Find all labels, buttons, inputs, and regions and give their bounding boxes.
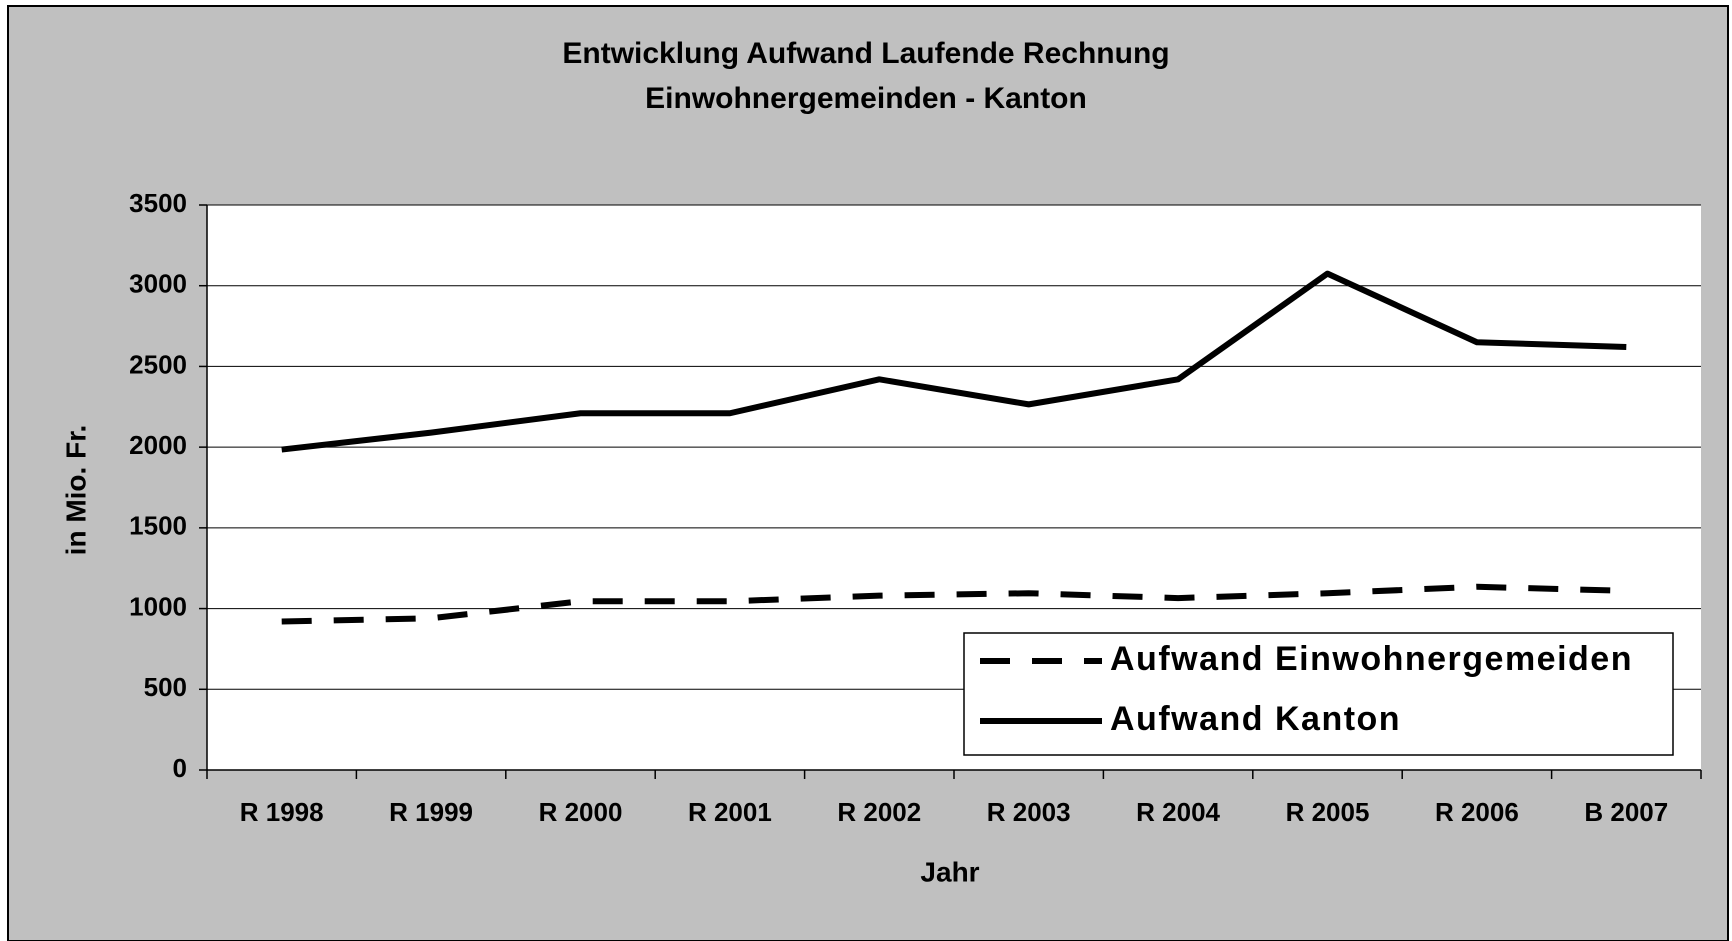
series-line bbox=[281, 583, 1627, 625]
x-tick-label: R 2001 bbox=[688, 797, 772, 827]
x-axis-label: Jahr bbox=[920, 856, 979, 887]
series-line bbox=[281, 270, 1627, 453]
x-tick-label: R 2005 bbox=[1286, 797, 1370, 827]
y-axis-label: in Mio. Fr. bbox=[60, 425, 91, 556]
x-tick-label: R 1998 bbox=[240, 797, 324, 827]
y-tick-label: 3500 bbox=[129, 188, 187, 218]
x-tick-label: R 2004 bbox=[1136, 797, 1220, 827]
x-tick-label: R 2006 bbox=[1435, 797, 1519, 827]
x-tick-label: B 2007 bbox=[1584, 797, 1668, 827]
y-tick-label: 2500 bbox=[129, 349, 187, 379]
chart-subtitle: Einwohnergemeinden - Kanton bbox=[645, 82, 1087, 115]
x-tick-label: R 2002 bbox=[837, 797, 921, 827]
y-tick-label: 2000 bbox=[129, 430, 187, 460]
legend-label: Aufwand Kanton bbox=[1110, 700, 1401, 738]
y-tick-label: 0 bbox=[173, 753, 187, 783]
legend-box bbox=[963, 632, 1674, 756]
chart-title: Entwicklung Aufwand Laufende Rechnung bbox=[562, 37, 1169, 70]
y-tick-label: 500 bbox=[144, 672, 187, 702]
x-tick-label: R 2000 bbox=[539, 797, 623, 827]
x-tick-label: R 1999 bbox=[389, 797, 473, 827]
y-tick-label: 3000 bbox=[129, 269, 187, 299]
legend-label: Aufwand Einwohnergemeiden bbox=[1110, 640, 1633, 678]
y-tick-label: 1500 bbox=[129, 511, 187, 541]
y-tick-label: 1000 bbox=[129, 591, 187, 621]
x-tick-label: R 2003 bbox=[987, 797, 1071, 827]
